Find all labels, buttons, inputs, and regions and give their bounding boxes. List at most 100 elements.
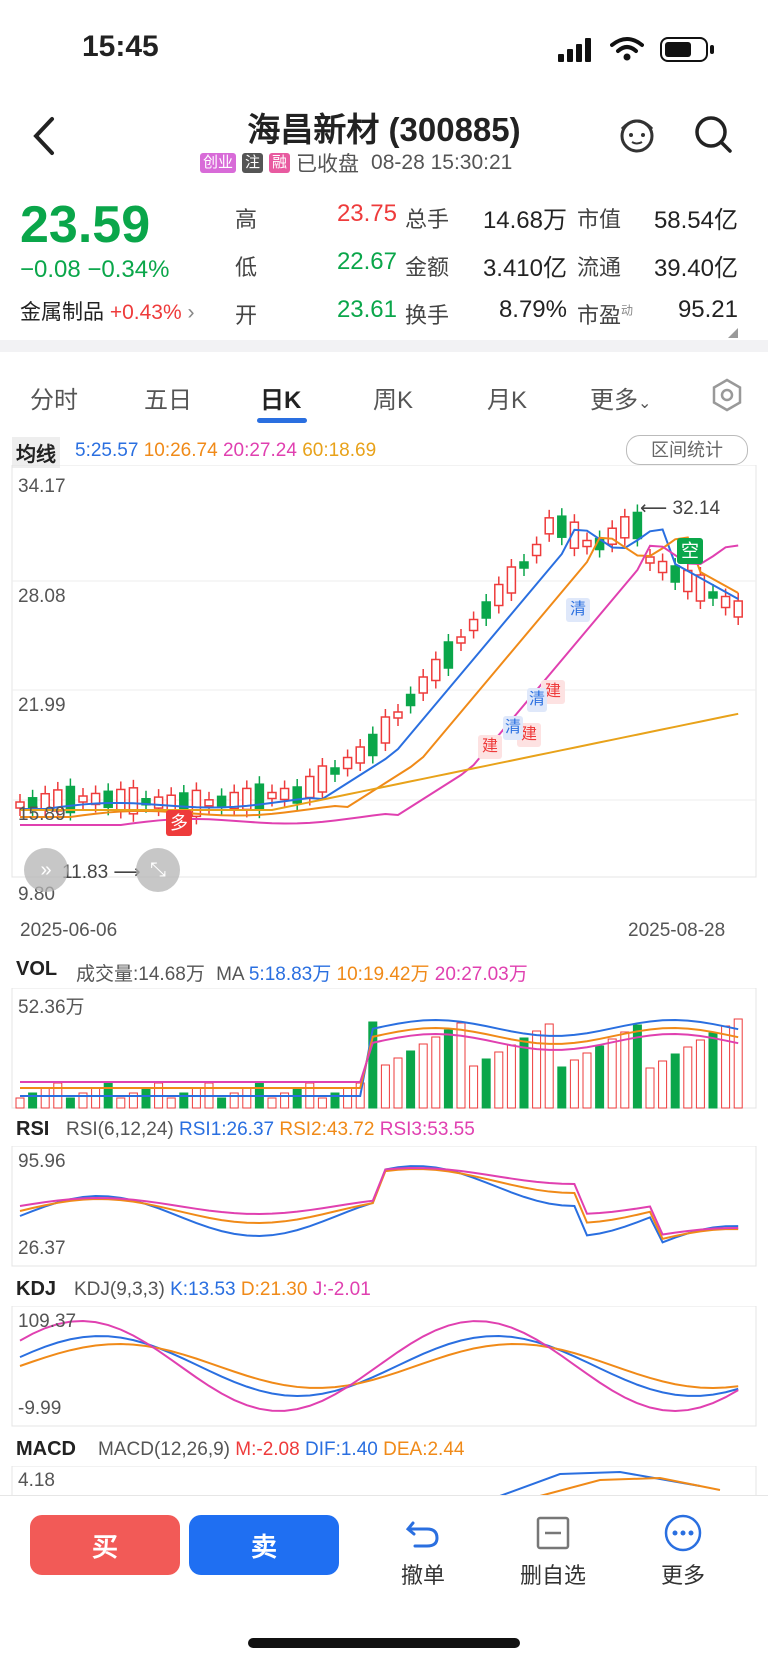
macd-dif-line [499, 1470, 701, 1496]
cancel-order-label[interactable]: 撤单 [400, 1563, 445, 1588]
rsi-legend: RSI(6,12,24) RSI1:26.37 RSI2:43.72 RSI3:… [66, 1119, 475, 1141]
sell-button[interactable]: 卖 [189, 1515, 339, 1575]
interval-stats-button[interactable]: 区间统计 [626, 435, 748, 465]
buy-button[interactable]: 买 [30, 1515, 180, 1575]
kdj-k-line [19, 1335, 739, 1397]
assistant-icon[interactable] [616, 113, 658, 155]
kdj-params: KDJ(9,3,3) [74, 1279, 165, 1300]
tag-margin: 融 [269, 153, 291, 173]
vol-ma5-line [20, 1018, 739, 1097]
signal-clear-tag[interactable]: 清 [566, 598, 590, 622]
market-state: 已收盘 [296, 153, 360, 176]
rsi-chart[interactable] [0, 1146, 768, 1268]
macd-title: MACD [16, 1438, 76, 1460]
kdj-bottom: -9.99 [18, 1398, 62, 1419]
candle-body [317, 765, 328, 793]
ma60-value: 60:18.69 [302, 440, 377, 461]
kdj-d-value: D:21.30 [240, 1279, 308, 1300]
candle-body [720, 595, 731, 609]
volume-bar [15, 1097, 25, 1109]
stat-label-volume: 总手 [405, 207, 450, 232]
candle-body [695, 574, 706, 602]
settings-hex-icon[interactable] [710, 378, 744, 412]
volume-bar [292, 1087, 302, 1109]
volume-chart[interactable] [0, 988, 768, 1110]
more-label[interactable]: 更多 [660, 1563, 705, 1588]
signal-short-tag[interactable]: 空 [677, 538, 703, 564]
vol-title: VOL [16, 958, 58, 980]
y-label-2: 28.08 [18, 586, 66, 607]
expand-diagonal-icon[interactable]: ⤡ [136, 848, 180, 892]
vol-ma-label: MA [216, 964, 244, 985]
search-icon[interactable] [694, 115, 734, 155]
remove-watchlist-icon[interactable] [535, 1515, 571, 1551]
volume-bar [733, 1018, 743, 1109]
volume-bar [532, 1030, 542, 1109]
battery-icon [660, 37, 714, 62]
volume-bar [217, 1097, 227, 1109]
tab-daily-k[interactable]: 日K [260, 387, 302, 414]
volume-bar [544, 1023, 554, 1109]
tab-more[interactable]: 更多⌄ [590, 387, 652, 414]
candle-body [557, 515, 567, 538]
sector-link[interactable]: 金属制品 +0.43% › [20, 296, 195, 326]
back-icon[interactable] [30, 115, 58, 157]
remove-watchlist-label[interactable]: 删自选 [519, 1563, 586, 1588]
tab-monthly-k[interactable]: 月K [487, 387, 528, 414]
more-dots-icon[interactable] [663, 1513, 703, 1553]
ma60-line [20, 712, 739, 811]
sector-change: +0.43% [109, 301, 182, 324]
vol-legend: 成交量:14.68万 MA 5:18.83万 10:19.42万 20:27.0… [76, 959, 528, 986]
tag-chinext: 创业 [200, 153, 237, 173]
stat-label-pe: 市盈动 [577, 303, 634, 328]
candle-body [405, 693, 416, 707]
signal-build-tag[interactable]: 建 [478, 735, 502, 759]
stat-value-float-cap: 39.40亿 [653, 255, 738, 282]
volume-bar [582, 1052, 592, 1109]
signal-long-tag[interactable]: 多 [166, 810, 192, 836]
candle-body [368, 733, 378, 757]
stat-label-float-cap: 流通 [577, 255, 622, 280]
candle-body [166, 794, 176, 812]
volume-bar [683, 1046, 693, 1109]
collapse-arrows-icon[interactable]: » [24, 848, 68, 892]
volume-bar [456, 1022, 466, 1109]
candle-body [670, 565, 680, 583]
tab-weekly-k[interactable]: 周K [373, 387, 414, 414]
signal-build-tag[interactable]: 建 [517, 723, 541, 747]
quote-datetime: 08-28 15:30:21 [371, 151, 513, 174]
candle-body [645, 556, 655, 564]
high-marker: ⟵ 32.14 [640, 498, 721, 519]
tab-intraday[interactable]: 分时 [30, 387, 78, 414]
kdj-chart[interactable] [0, 1306, 768, 1428]
tab-five-day[interactable]: 五日 [144, 387, 192, 414]
volume-bar [595, 1045, 605, 1109]
ma-title: 均线 [12, 437, 60, 468]
candle-body [342, 756, 353, 770]
volume-bar [116, 1097, 126, 1109]
signal-clear-tag[interactable]: 清 [503, 716, 523, 740]
candle-body [443, 641, 454, 669]
y-label-4: 15.89 [18, 804, 66, 825]
kline-chart[interactable] [0, 465, 768, 885]
signal-icon [558, 38, 591, 62]
candle-body [279, 787, 290, 801]
active-tab-indicator [257, 418, 307, 423]
rsi2-line [19, 1168, 739, 1240]
kdj-j-line [19, 1320, 739, 1413]
undo-icon[interactable] [405, 1515, 441, 1551]
volume-bar [78, 1092, 88, 1109]
rsi-top: 95.96 [18, 1151, 66, 1172]
candle-body [216, 795, 227, 809]
candle-body [531, 543, 542, 557]
macd-chart[interactable] [0, 1466, 768, 1496]
vol-max: 52.36万 [18, 997, 85, 1018]
volume-bar [406, 1050, 416, 1109]
volume-bar [242, 1087, 252, 1109]
signal-clear-tag[interactable]: 清 [527, 688, 547, 712]
volume-bar [229, 1092, 239, 1109]
corner-expand-icon[interactable] [728, 328, 738, 338]
stat-label-amount: 金额 [405, 255, 450, 280]
candle-body [355, 746, 365, 764]
candle-body [418, 676, 428, 694]
